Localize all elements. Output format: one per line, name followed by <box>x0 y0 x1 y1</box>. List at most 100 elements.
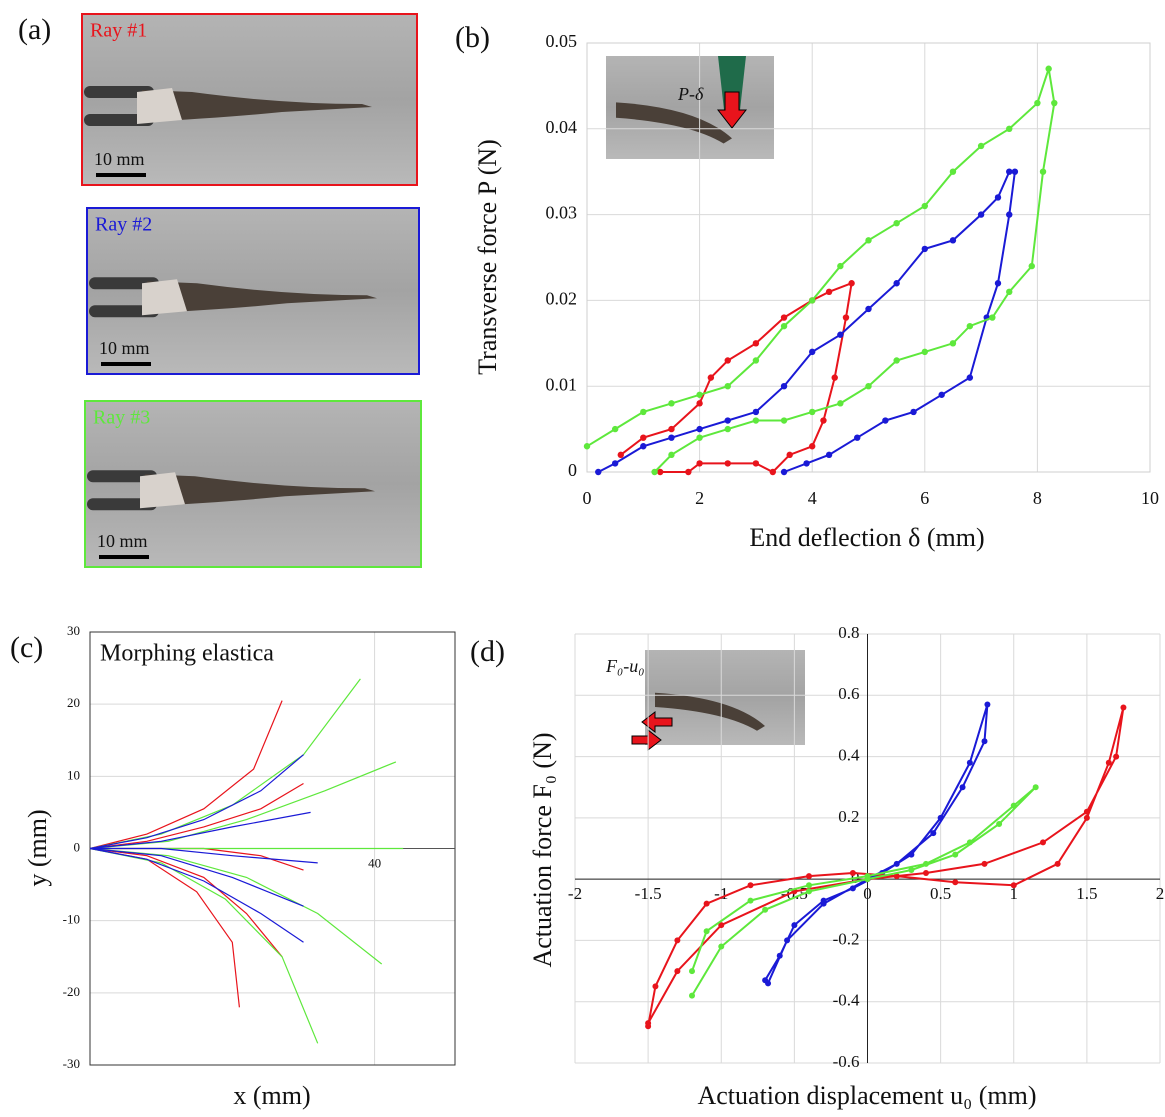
scale-label: 10 mm <box>99 338 150 358</box>
data-point <box>696 460 703 467</box>
series-line <box>586 68 1056 473</box>
data-point <box>718 922 725 929</box>
data-point <box>825 288 833 296</box>
data-point <box>923 870 929 877</box>
data-point <box>1039 168 1047 175</box>
x-axis-label: x (mm) <box>233 1081 310 1110</box>
data-point <box>1045 65 1052 72</box>
data-point <box>780 322 788 330</box>
data-point <box>747 897 754 904</box>
data-point <box>981 860 988 867</box>
data-point <box>842 314 850 321</box>
series-line <box>89 761 397 850</box>
data-point <box>651 468 658 476</box>
data-point <box>1120 704 1127 711</box>
data-point <box>921 245 928 253</box>
data-point <box>1113 753 1120 760</box>
series-line <box>89 754 304 850</box>
series-line <box>647 707 1125 1027</box>
x-tick-label: -2 <box>568 884 582 903</box>
data-point <box>718 943 725 950</box>
data-point <box>617 451 624 459</box>
panel-label: (b) <box>455 21 490 54</box>
panel-label: (d) <box>470 635 505 668</box>
data-point <box>1105 759 1112 766</box>
photo-label: Ray #1 <box>90 20 147 42</box>
data-point <box>724 383 731 390</box>
data-point <box>752 408 760 416</box>
y-tick-label: 0.03 <box>546 203 578 223</box>
data-point <box>809 348 816 356</box>
data-point <box>747 882 754 889</box>
data-point <box>865 383 872 390</box>
x-tick-label: 0.5 <box>930 884 951 903</box>
data-point <box>849 870 856 877</box>
data-point <box>849 885 856 892</box>
data-point <box>640 434 647 441</box>
series-line <box>89 847 283 958</box>
y-tick-label: 0.4 <box>838 745 860 764</box>
y-tick-label: 0.02 <box>546 289 578 309</box>
data-point <box>1011 168 1019 175</box>
data-point <box>937 814 944 821</box>
data-point <box>977 142 985 150</box>
fin-base <box>140 472 185 509</box>
x-tick-label: 1 <box>1010 884 1019 903</box>
x-tick-label: 8 <box>1033 488 1042 508</box>
data-point <box>996 820 1003 827</box>
data-point <box>696 391 703 398</box>
data-point <box>831 374 838 381</box>
data-point <box>1010 802 1017 809</box>
data-point <box>981 738 988 745</box>
y-axis-label: Actuation force F₀ (N) <box>528 732 557 967</box>
data-point <box>1006 168 1013 175</box>
x-tick-label: 0 <box>583 488 592 508</box>
data-point <box>640 443 647 450</box>
data-point <box>780 383 788 390</box>
x-tick-label: 2 <box>695 488 704 508</box>
data-point <box>994 280 1002 287</box>
y-axis-label: Transverse force P (N) <box>473 139 502 375</box>
data-point <box>1010 882 1017 889</box>
data-point <box>921 348 928 356</box>
data-point <box>696 400 703 407</box>
data-point <box>1006 288 1013 296</box>
data-point <box>752 357 760 364</box>
data-point <box>949 168 957 175</box>
x-axis-label: Actuation displacement u₀ (mm) <box>697 1081 1036 1110</box>
data-point <box>930 830 937 837</box>
data-point <box>703 928 710 935</box>
y-axis-label: y (mm) <box>23 809 52 886</box>
series-line <box>89 811 311 850</box>
data-point <box>809 297 816 304</box>
data-point <box>674 937 681 944</box>
chart-title: Morphing elastica <box>100 641 274 667</box>
data-point <box>696 425 703 433</box>
data-point <box>752 417 760 424</box>
scale-label: 10 mm <box>97 531 148 551</box>
data-point <box>806 888 812 895</box>
inset-fin <box>616 102 732 144</box>
data-point <box>977 211 985 218</box>
panel-label: (c) <box>10 631 43 664</box>
data-point <box>685 468 692 476</box>
series-line <box>90 847 318 864</box>
data-point <box>1032 784 1039 791</box>
x-tick-label: -1.5 <box>635 884 662 903</box>
series-line <box>764 704 989 984</box>
data-point <box>786 451 793 459</box>
series-line <box>89 782 304 850</box>
data-point <box>893 219 900 227</box>
photo-label: Ray #2 <box>95 214 152 236</box>
data-point <box>689 992 695 999</box>
scale-label: 10 mm <box>94 149 145 169</box>
data-point <box>989 314 996 321</box>
data-point <box>769 468 776 476</box>
data-point <box>820 900 827 907</box>
data-point <box>959 784 966 791</box>
y-tick-label: 30 <box>67 623 80 638</box>
data-point <box>921 202 928 210</box>
data-point <box>696 434 703 441</box>
clamp <box>84 114 154 127</box>
